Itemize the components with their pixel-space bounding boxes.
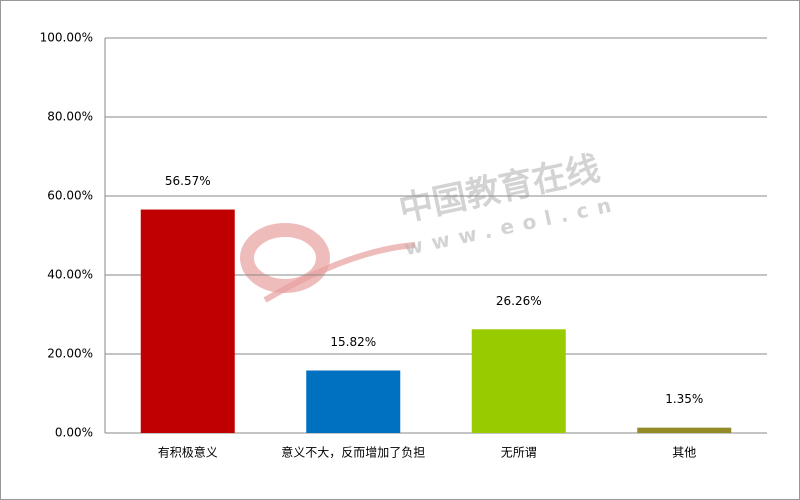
value-label: 15.82%	[330, 335, 376, 349]
bar	[471, 329, 566, 433]
bar	[637, 427, 732, 433]
bar	[140, 209, 235, 433]
value-label: 1.35%	[665, 392, 703, 406]
y-tick-label: 100.00%	[40, 31, 93, 45]
x-tick-label: 有积极意义	[158, 445, 218, 460]
value-label: 56.57%	[165, 174, 211, 188]
value-label: 26.26%	[496, 294, 542, 308]
y-tick-label: 60.00%	[47, 189, 93, 203]
y-tick-label: 0.00%	[55, 426, 93, 440]
y-tick-label: 40.00%	[47, 268, 93, 282]
watermark-swoosh	[263, 242, 416, 303]
y-tick-label: 20.00%	[47, 347, 93, 361]
x-tick-label: 其他	[672, 446, 696, 460]
x-tick-label: 无所谓	[501, 446, 537, 460]
bar	[306, 370, 401, 433]
y-tick-label: 80.00%	[47, 110, 93, 124]
x-tick-label: 意义不大，反而增加了负担	[281, 445, 425, 460]
